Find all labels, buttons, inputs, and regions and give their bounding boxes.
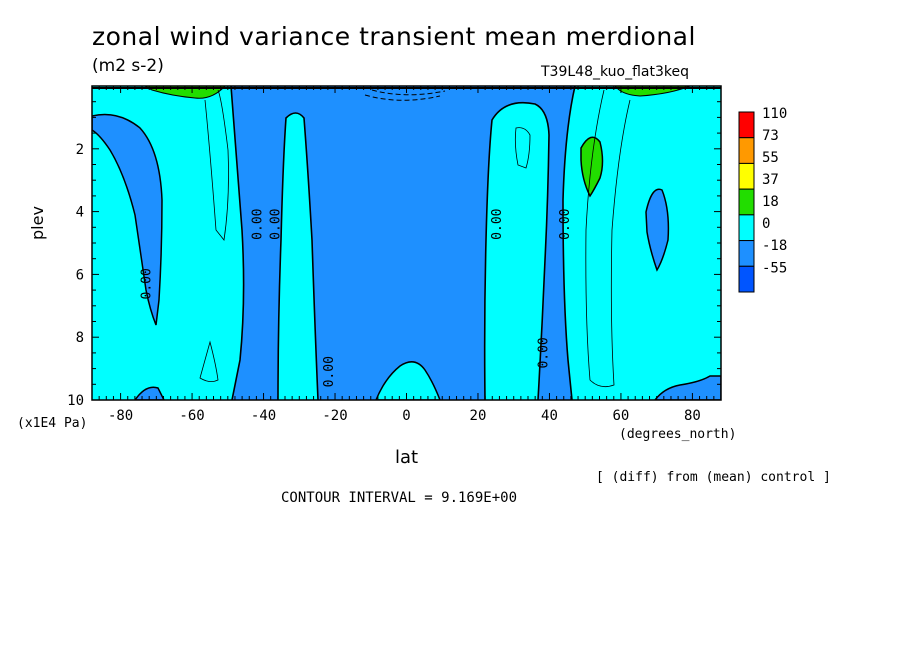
- diff-note: [ (diff) from (mean) control ]: [596, 470, 831, 485]
- green-patch-top-south: [143, 86, 226, 99]
- negative-patch-n60: [645, 188, 670, 272]
- colorbar-swatch: [738, 265, 755, 293]
- x-tick-label: -20: [322, 408, 347, 424]
- contour-label-text: 0.00: [268, 209, 283, 240]
- colorbar: 110 73 55 37 18 0 -18 -55: [738, 106, 787, 293]
- colorbar-label: 18: [762, 194, 779, 210]
- contour-label-text: 0.00: [558, 209, 573, 240]
- colorbar-swatch: [738, 240, 755, 267]
- contour-label: 0.00: [250, 209, 265, 240]
- x-tick-label: -80: [108, 408, 133, 424]
- zero-contour-s45: [230, 86, 245, 400]
- contour-label: 0.00: [558, 209, 573, 240]
- run-label: T39L48_kuo_flat3keq: [541, 64, 689, 80]
- contour-label: 0.00: [140, 268, 155, 299]
- contour-label: 0.00: [322, 356, 337, 387]
- y-tick-label: 10: [67, 393, 84, 409]
- y-tick-label: 6: [76, 267, 84, 283]
- colorbar-swatch: [738, 162, 755, 190]
- colorbar-label: 110: [762, 106, 787, 122]
- colorbar-label: -18: [762, 238, 787, 254]
- x-tick-label: 0: [402, 408, 410, 424]
- contour-field: [92, 86, 721, 400]
- dashed-contour-top: [364, 94, 441, 101]
- cyan-column-n30: [484, 102, 549, 400]
- contour-label: 0.00: [490, 209, 505, 240]
- x-tick-label: 80: [684, 408, 701, 424]
- negative-patch-north-bottom: [654, 375, 721, 400]
- dashed-contour-top-2: [371, 89, 446, 96]
- chart-units: (m2 s-2): [92, 56, 164, 76]
- colorbar-swatch: [738, 214, 755, 242]
- x-tick-label: -40: [251, 408, 276, 424]
- colorbar-label: 37: [762, 172, 779, 188]
- colorbar-swatch: [738, 188, 755, 216]
- zero-contour-n45: [562, 86, 576, 400]
- cyan-region-north: [563, 86, 721, 400]
- negative-band-south: [92, 113, 163, 326]
- contour-label-text: 0.00: [322, 356, 337, 387]
- y-tick-label: 4: [76, 205, 84, 221]
- colorbar-label: 73: [762, 128, 779, 144]
- x-axis-label: lat: [395, 447, 419, 468]
- x-tick-label: 60: [613, 408, 630, 424]
- x-tick-label: -60: [179, 408, 204, 424]
- x-unit-label: (degrees_north): [619, 427, 737, 442]
- colorbar-label: 55: [762, 150, 779, 166]
- y-tick-label: 8: [76, 330, 84, 346]
- chart-title: zonal wind variance transient mean merdi…: [92, 22, 696, 51]
- zero-contour-n30: [483, 101, 550, 400]
- contour-label-text: 0.00: [250, 209, 265, 240]
- thin-contour-n55: [585, 89, 631, 388]
- contour-labels: 0.000.00 0.000.000.000.000.00: [140, 209, 573, 388]
- contour-label-text: 0.00: [490, 209, 505, 240]
- y-unit-label: (x1E4 Pa): [17, 416, 88, 431]
- contour-interval: CONTOUR INTERVAL = 9.169E+00: [281, 490, 518, 506]
- contour-label: 0.00: [268, 209, 283, 240]
- x-tick-label: 20: [470, 408, 487, 424]
- contour-label: 0.00: [536, 337, 551, 368]
- colorbar-label: -55: [762, 260, 787, 276]
- colorbar-label: 0: [762, 216, 770, 232]
- thin-contour-n35: [514, 127, 531, 169]
- colorbar-swatch: [738, 137, 755, 164]
- y-tick-label: 2: [76, 142, 84, 158]
- thin-contour-s55: [199, 340, 219, 382]
- axes: -80 -60 -40 -20 0 20 40 60 80 2 4 6 8 10: [67, 85, 721, 424]
- cyan-bump-equator: [375, 361, 441, 400]
- contour-label-text: 0.00: [536, 337, 551, 368]
- x-tick-label: 40: [541, 408, 558, 424]
- colorbar-swatch: [738, 111, 755, 139]
- contour-label-text: 0.00: [140, 268, 155, 299]
- thin-contour-s60: [204, 89, 229, 241]
- zero-contour-s30: [277, 112, 319, 400]
